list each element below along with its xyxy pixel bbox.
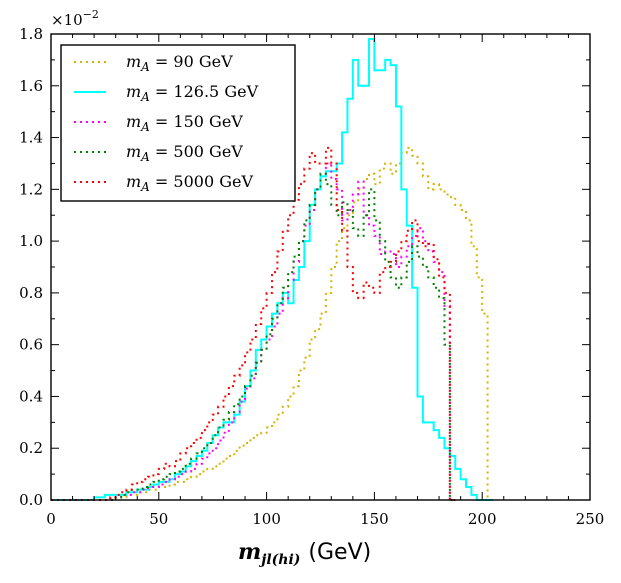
y-tick-label: 1.4 xyxy=(19,129,43,147)
legend: mA = 90 GeV mA = 126.5 GeV mA = 150 GeV mA … xyxy=(60,44,296,202)
y-tick-label: 1.2 xyxy=(19,180,43,198)
y-tick-label: 1.8 xyxy=(19,25,43,43)
x-tick-label: 50 xyxy=(149,510,168,528)
legend-label-5: mA = 5000 GeV xyxy=(126,172,253,194)
x-tick-label: 0 xyxy=(46,510,56,528)
y-exponent-label: ×10−2 xyxy=(51,8,99,29)
y-tick-label: 0.4 xyxy=(19,387,43,405)
series-line-4 xyxy=(51,172,456,501)
legend-label-3: mA = 150 GeV xyxy=(126,112,243,134)
x-axis-title-unit: (GeV) xyxy=(308,540,371,565)
y-exponent-power: −2 xyxy=(83,8,99,21)
x-axis-title-symbol: m xyxy=(238,539,261,565)
series-line-3 xyxy=(51,162,456,501)
legend-label-4: mA = 500 GeV xyxy=(126,142,243,164)
ticks-layer: 0 50 100 150 200 250 0.0 0.2 0.4 0.6 0.8 1.0 1.2 1.4 1… xyxy=(19,25,604,528)
series-line-5 xyxy=(51,146,456,501)
x-tick-label: 100 xyxy=(252,510,281,528)
y-tick-label: 0.6 xyxy=(19,336,43,354)
y-tick-label: 1.0 xyxy=(19,232,43,250)
x-tick-label: 150 xyxy=(360,510,389,528)
y-tick-label: 0.8 xyxy=(19,284,43,302)
y-tick-label: 0.2 xyxy=(19,439,43,457)
x-axis-title: mjl(hi) (GeV) xyxy=(238,539,371,568)
x-tick-label: 250 xyxy=(576,510,605,528)
legend-label-2: mA = 126.5 GeV xyxy=(126,82,259,104)
x-axis-title-subscript: jl(hi) xyxy=(258,552,300,568)
y-tick-label: 1.6 xyxy=(19,77,43,95)
legend-label-1: mA = 90 GeV xyxy=(126,52,233,74)
series-layer xyxy=(51,38,493,501)
y-tick-label: 0.0 xyxy=(19,491,43,509)
x-tick-label: 200 xyxy=(468,510,497,528)
